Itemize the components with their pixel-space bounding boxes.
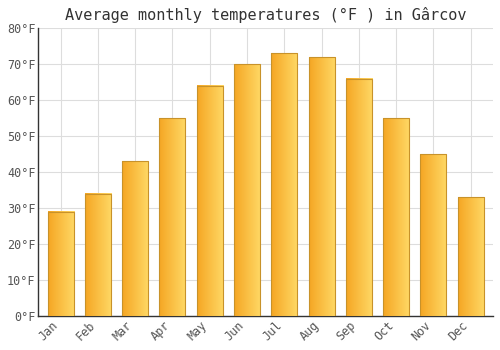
Bar <box>458 197 483 316</box>
Bar <box>160 118 186 316</box>
Title: Average monthly temperatures (°F ) in Gârcov: Average monthly temperatures (°F ) in Gâ… <box>65 7 466 23</box>
Bar <box>234 64 260 316</box>
Bar <box>271 54 297 316</box>
Bar <box>85 194 111 316</box>
Bar <box>196 86 223 316</box>
Bar <box>48 212 74 316</box>
Bar <box>383 118 409 316</box>
Bar <box>122 161 148 316</box>
Bar <box>308 57 334 316</box>
Bar <box>420 154 446 316</box>
Bar <box>346 79 372 316</box>
